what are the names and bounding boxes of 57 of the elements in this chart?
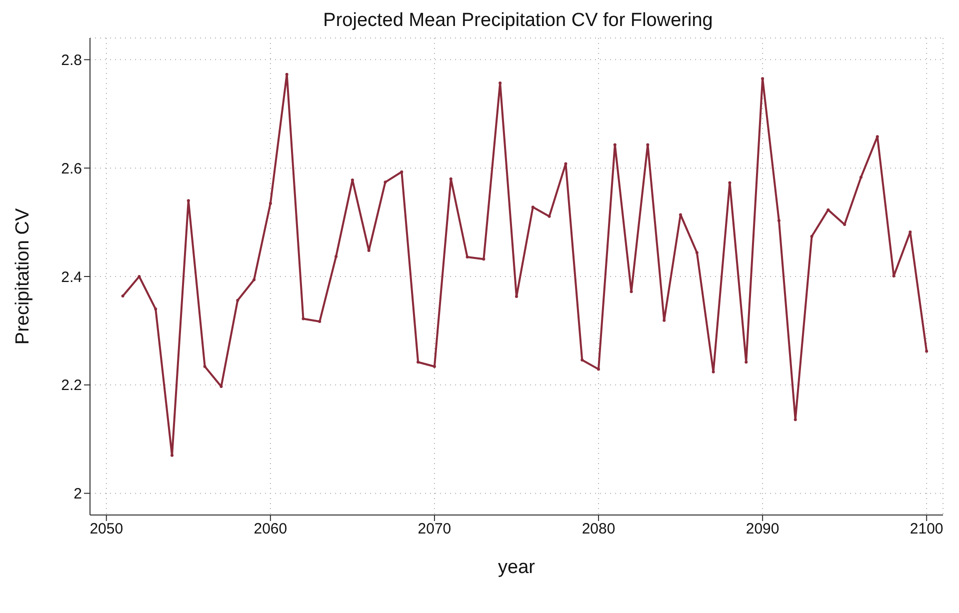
point: [236, 298, 240, 302]
point: [662, 318, 666, 322]
x-tick-label: 2050: [90, 520, 124, 538]
point: [876, 135, 879, 138]
x-tick-label: 2070: [418, 520, 452, 538]
point: [531, 206, 534, 209]
y-tick-label: 2.6: [61, 160, 82, 178]
point: [597, 368, 600, 371]
point: [679, 213, 682, 216]
point: [482, 258, 486, 261]
point: [695, 251, 698, 254]
y-tick-label: 2.4: [61, 268, 82, 286]
point: [416, 360, 420, 364]
line-series: [121, 72, 928, 457]
point: [203, 364, 206, 368]
x-tick-label: 2090: [746, 520, 780, 538]
x-tick-label: 2080: [582, 520, 616, 538]
point: [613, 143, 616, 146]
point: [794, 418, 797, 422]
y-axis-title: Precipitation CV: [12, 208, 34, 345]
point: [121, 294, 124, 298]
point: [630, 290, 633, 294]
point: [810, 234, 814, 238]
point: [302, 317, 305, 320]
point: [466, 255, 469, 258]
point: [580, 358, 584, 362]
point: [777, 219, 780, 222]
y-tick-label: 2.2: [61, 377, 82, 394]
point: [318, 320, 322, 323]
point: [138, 275, 141, 278]
point: [449, 177, 452, 180]
point: [908, 230, 912, 234]
point: [761, 77, 764, 80]
x-axis-title: year: [498, 557, 536, 578]
point: [646, 143, 650, 146]
point: [564, 162, 568, 166]
point: [154, 308, 158, 311]
point: [744, 360, 748, 364]
point: [400, 170, 404, 174]
point: [334, 254, 338, 258]
x-tick-label: 2060: [254, 520, 288, 538]
point: [498, 81, 502, 84]
point: [285, 72, 288, 76]
point: [712, 370, 715, 374]
point: [384, 180, 387, 184]
x-tick-label: 2100: [910, 520, 944, 538]
y-tick-label: 2.8: [61, 52, 82, 70]
point: [925, 350, 928, 353]
point: [859, 176, 862, 179]
point: [892, 274, 896, 278]
point: [186, 199, 190, 202]
point: [268, 202, 272, 205]
point: [252, 278, 256, 282]
point: [728, 181, 732, 184]
y-tick-label: 2: [74, 486, 82, 503]
chart-title: Projected Mean Precipitation CV for Flowering: [322, 10, 714, 32]
point: [220, 385, 223, 388]
